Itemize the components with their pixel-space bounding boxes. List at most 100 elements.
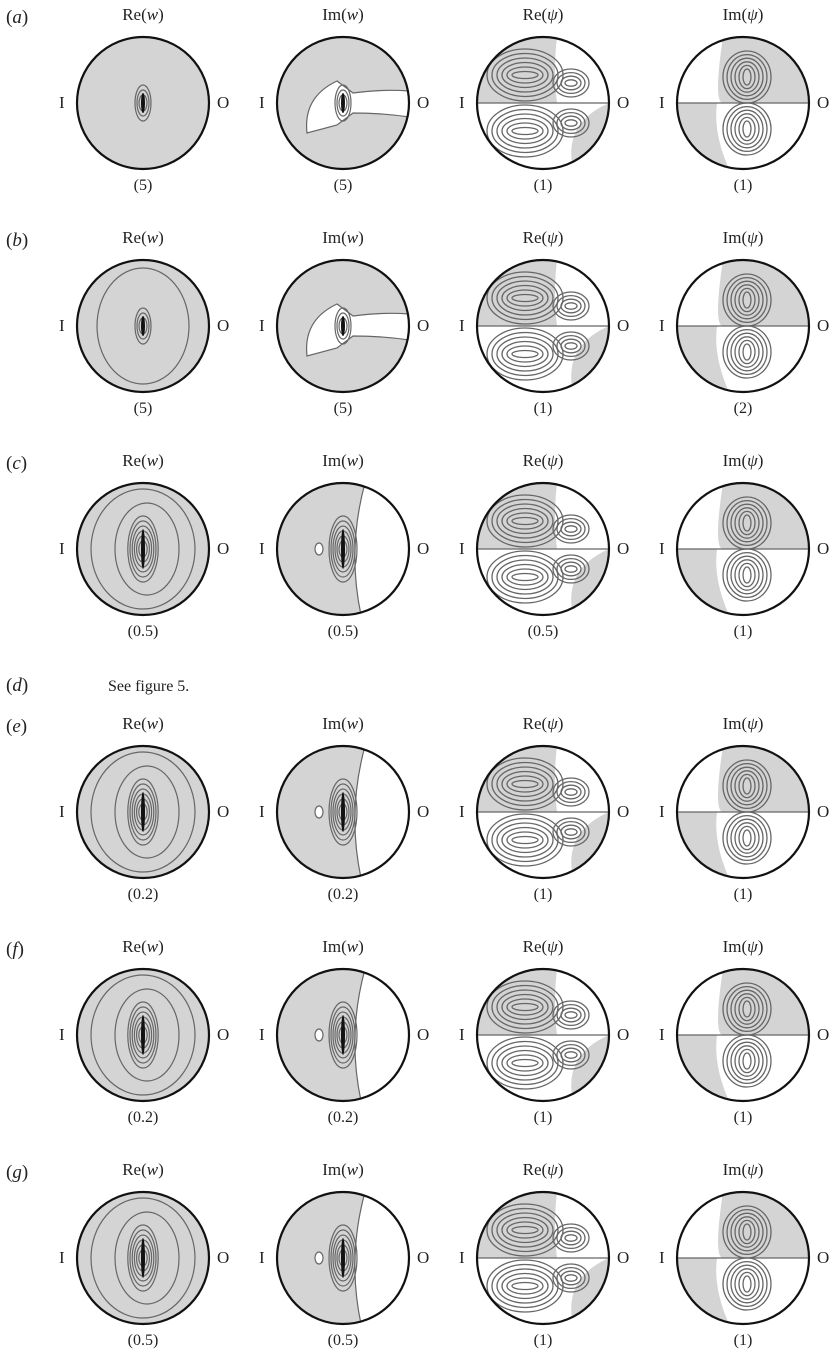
outer-label-b-repsi: O — [617, 316, 630, 335]
outer-label-a-impsi: O — [817, 93, 830, 112]
contour-panel-e-imw — [275, 744, 411, 880]
inner-label-f-rew: I — [59, 1025, 65, 1044]
inner-label-f-impsi: I — [659, 1025, 665, 1044]
row-label-d: (d) — [6, 675, 29, 696]
inner-label-b-imw: I — [259, 316, 265, 335]
inner-label-b-impsi: I — [659, 316, 665, 335]
scale-label-b-repsi: (1) — [533, 400, 553, 417]
inner-label-a-imw: I — [259, 93, 265, 112]
contour-panel-a-imw — [275, 35, 411, 171]
inner-label-e-impsi: I — [659, 802, 665, 821]
outer-label-b-rew: O — [217, 316, 230, 335]
panel-title-a-impsi: Im(ψ) — [722, 5, 764, 24]
scale-label-e-repsi: (1) — [533, 886, 553, 903]
scale-label-a-repsi: (1) — [533, 177, 553, 194]
inner-label-c-repsi: I — [459, 539, 465, 558]
row-label-b: (b) — [6, 230, 29, 251]
contour-panel-g-impsi — [675, 1190, 811, 1326]
panel-title-g-impsi: Im(ψ) — [722, 1160, 764, 1179]
outer-label-g-imw: O — [417, 1248, 430, 1267]
panel-title-c-repsi: Re(ψ) — [522, 451, 564, 470]
contour-panel-a-impsi — [675, 35, 811, 171]
contour-panel-e-repsi — [475, 744, 611, 880]
contour-panel-c-impsi — [675, 481, 811, 617]
outer-label-e-imw: O — [417, 802, 430, 821]
scale-label-c-imw: (0.5) — [327, 623, 359, 640]
panel-title-b-rew: Re(w) — [122, 228, 164, 247]
panel-title-f-impsi: Im(ψ) — [722, 937, 764, 956]
panel-title-c-imw: Im(w) — [322, 451, 364, 470]
outer-label-a-rew: O — [217, 93, 230, 112]
outer-label-e-rew: O — [217, 802, 230, 821]
inner-label-g-impsi: I — [659, 1248, 665, 1267]
contour-panel-g-rew — [75, 1190, 211, 1326]
scale-label-c-repsi: (0.5) — [527, 623, 559, 640]
contour-panel-f-repsi — [475, 967, 611, 1103]
scale-label-e-impsi: (1) — [733, 886, 753, 903]
contour-panel-f-impsi — [675, 967, 811, 1103]
inner-label-g-rew: I — [59, 1248, 65, 1267]
scale-label-a-impsi: (1) — [733, 177, 753, 194]
scale-label-b-rew: (5) — [133, 400, 153, 417]
row-label-c: (c) — [6, 453, 28, 474]
outer-label-f-repsi: O — [617, 1025, 630, 1044]
outer-label-f-rew: O — [217, 1025, 230, 1044]
row-label-e: (e) — [6, 716, 28, 737]
scale-label-c-rew: (0.5) — [127, 623, 159, 640]
panel-title-a-rew: Re(w) — [122, 5, 164, 24]
panel-title-f-rew: Re(w) — [122, 937, 164, 956]
scale-label-g-rew: (0.5) — [127, 1332, 159, 1349]
scale-label-f-rew: (0.2) — [127, 1109, 159, 1126]
scale-label-g-imw: (0.5) — [327, 1332, 359, 1349]
contour-panel-b-imw — [275, 258, 411, 394]
inner-label-c-rew: I — [59, 539, 65, 558]
panel-title-e-rew: Re(w) — [122, 714, 164, 733]
inner-label-c-impsi: I — [659, 539, 665, 558]
scale-label-g-impsi: (1) — [733, 1332, 753, 1349]
inner-label-e-imw: I — [259, 802, 265, 821]
contour-panel-g-repsi — [475, 1190, 611, 1326]
panel-title-a-repsi: Re(ψ) — [522, 5, 564, 24]
scale-label-b-imw: (5) — [333, 400, 353, 417]
scale-label-f-repsi: (1) — [533, 1109, 553, 1126]
contour-panel-e-impsi — [675, 744, 811, 880]
inner-label-a-rew: I — [59, 93, 65, 112]
inner-label-a-repsi: I — [459, 93, 465, 112]
panel-title-g-imw: Im(w) — [322, 1160, 364, 1179]
contour-panel-e-rew — [75, 744, 211, 880]
inner-label-b-rew: I — [59, 316, 65, 335]
see-figure-note: See figure 5. — [108, 678, 190, 695]
outer-label-c-rew: O — [217, 539, 230, 558]
row-label-g: (g) — [6, 1162, 29, 1183]
outer-label-g-impsi: O — [817, 1248, 830, 1267]
outer-label-b-imw: O — [417, 316, 430, 335]
inner-label-a-impsi: I — [659, 93, 665, 112]
outer-label-c-repsi: O — [617, 539, 630, 558]
panel-title-e-impsi: Im(ψ) — [722, 714, 764, 733]
scale-label-e-rew: (0.2) — [127, 886, 159, 903]
row-label-a: (a) — [6, 7, 29, 28]
outer-label-f-imw: O — [417, 1025, 430, 1044]
contour-panel-a-rew — [75, 35, 211, 171]
panel-title-g-rew: Re(w) — [122, 1160, 164, 1179]
outer-label-a-imw: O — [417, 93, 430, 112]
panel-title-c-rew: Re(w) — [122, 451, 164, 470]
contour-panel-b-impsi — [675, 258, 811, 394]
scale-label-f-imw: (0.2) — [327, 1109, 359, 1126]
outer-label-g-repsi: O — [617, 1248, 630, 1267]
inner-label-b-repsi: I — [459, 316, 465, 335]
inner-label-g-imw: I — [259, 1248, 265, 1267]
panel-title-b-impsi: Im(ψ) — [722, 228, 764, 247]
panel-title-b-imw: Im(w) — [322, 228, 364, 247]
inner-label-f-repsi: I — [459, 1025, 465, 1044]
outer-label-e-repsi: O — [617, 802, 630, 821]
contour-panel-c-repsi — [475, 481, 611, 617]
scale-label-a-imw: (5) — [333, 177, 353, 194]
contour-panel-c-rew — [75, 481, 211, 617]
inner-label-e-repsi: I — [459, 802, 465, 821]
contour-panel-a-repsi — [475, 35, 611, 171]
contour-panel-f-imw — [275, 967, 411, 1103]
panel-title-c-impsi: Im(ψ) — [722, 451, 764, 470]
panel-title-e-imw: Im(w) — [322, 714, 364, 733]
outer-label-a-repsi: O — [617, 93, 630, 112]
